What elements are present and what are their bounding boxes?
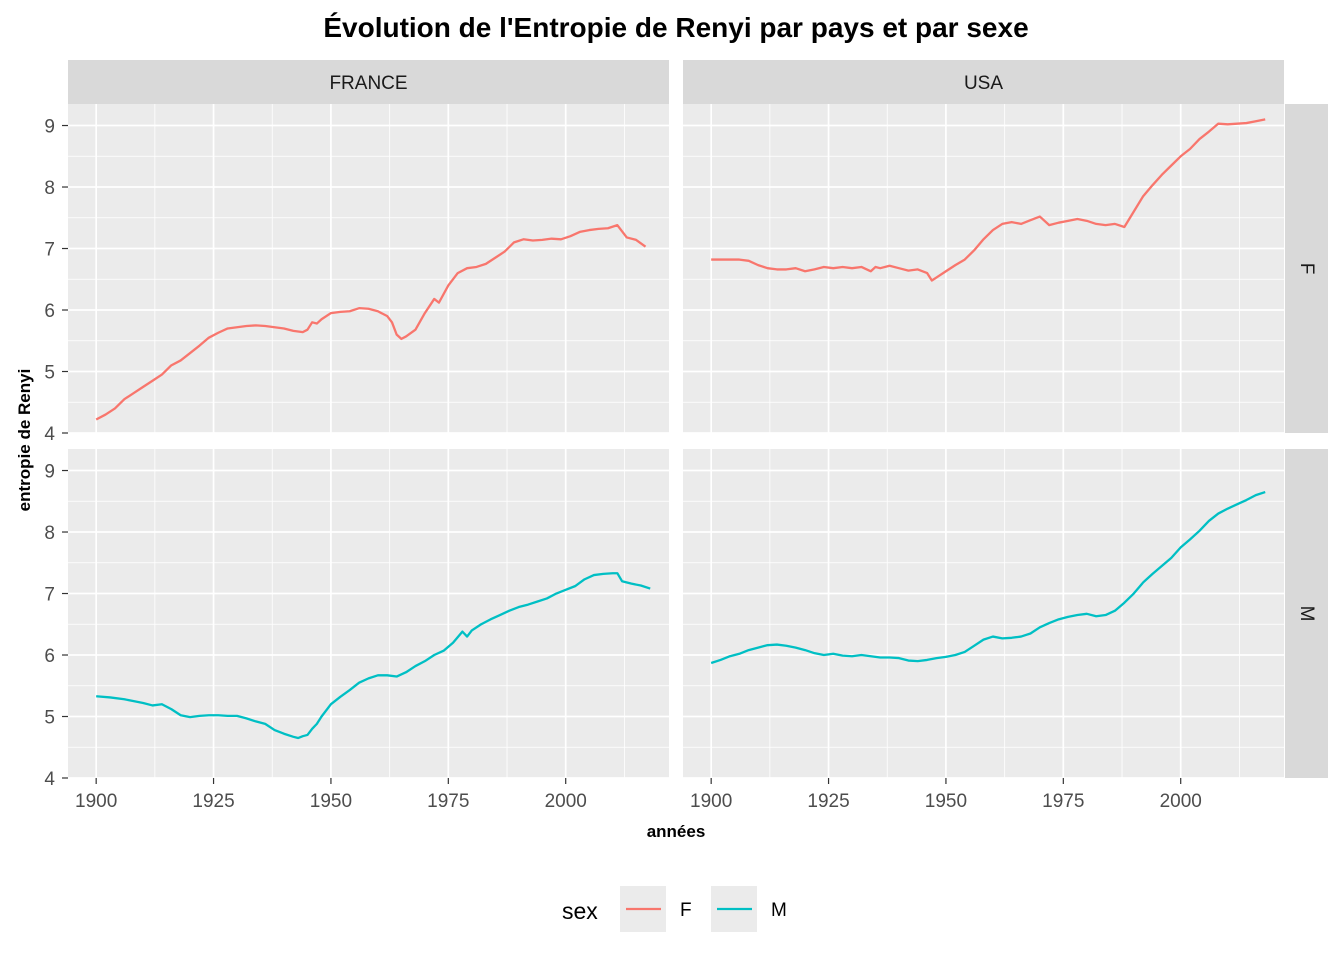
x-tick-label: 1925 [807,791,849,812]
legend: sex F M [562,886,787,932]
panel-background [683,449,1284,778]
strip-row-background [1285,104,1328,433]
y-axis: 4 5 6 7 8 9 4 5 6 7 8 9 [44,117,68,790]
facet-panels [68,104,1284,779]
panel-background [68,104,669,433]
series-line-usa-m [710,490,1266,665]
strip-row-background [1285,449,1328,778]
y-axis-title: entropie de Renyi [15,369,34,512]
panel-background [68,449,669,778]
y-tick-label: 5 [44,363,55,384]
y-tick-label: 4 [44,424,55,445]
x-tick-label: 1925 [192,791,234,812]
y-tick-label: 9 [44,462,55,483]
strip-column-background [68,60,669,104]
facet-strips: FRANCE USA F M [68,60,1328,778]
y-tick-label: 8 [44,178,55,199]
x-tick-label: 1900 [690,791,732,812]
series-line-france-f [95,223,647,421]
panel-france-f [68,104,669,434]
y-tick-label: 7 [44,585,55,606]
x-axis: 1900 1925 1950 1975 2000 1900 1925 1950 1975 2000 [75,778,1202,812]
strip-label-m: M [1296,606,1317,622]
x-tick-label: 1900 [75,791,117,812]
x-axis-title: années [647,822,706,841]
panel-usa-f [683,104,1284,434]
x-tick-label: 2000 [1160,791,1202,812]
strip-label-f: F [1296,263,1317,275]
legend-label-f: F [680,900,692,921]
x-tick-label: 1950 [310,791,352,812]
legend-title: sex [562,898,598,924]
strip-label-usa: USA [964,73,1003,94]
chart-title: Évolution de l'Entropie de Renyi par pay… [323,12,1028,43]
x-tick-label: 1975 [427,791,469,812]
y-tick-label: 6 [44,646,55,667]
y-tick-label: 5 [44,708,55,729]
legend-item-f: F [620,886,692,932]
x-tick-label: 1950 [925,791,967,812]
y-tick-label: 6 [44,301,55,322]
x-tick-label: 2000 [545,791,587,812]
x-tick-label: 1975 [1042,791,1084,812]
panel-france-m [68,449,669,779]
y-tick-label: 8 [44,523,55,544]
y-tick-label: 4 [44,769,55,790]
panel-usa-m [683,449,1284,779]
legend-item-m: M [711,886,787,932]
strip-column-background [683,60,1284,104]
legend-label-m: M [771,900,787,921]
series-line-france-m [96,572,651,740]
strip-label-france: FRANCE [329,73,407,94]
series-line-usa-f [711,118,1266,282]
y-tick-label: 7 [44,240,55,261]
y-tick-label: 9 [44,117,55,138]
